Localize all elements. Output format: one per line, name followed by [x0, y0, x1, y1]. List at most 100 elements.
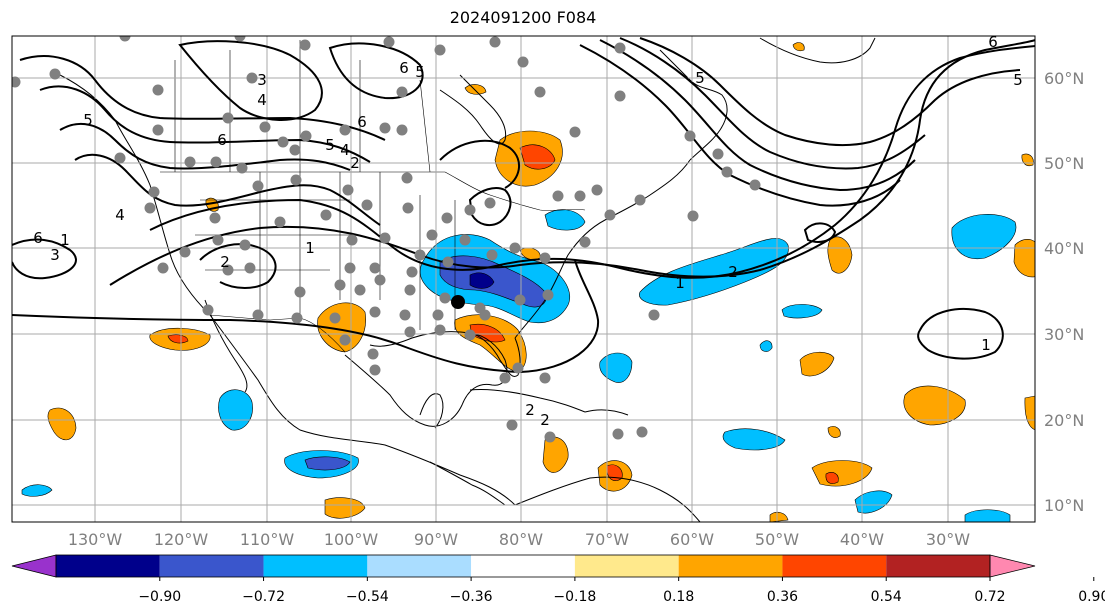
station-markers: [12, 36, 761, 443]
station-dot: [434, 324, 446, 336]
contour-1-south: [12, 259, 600, 374]
station-dot: [552, 190, 564, 202]
longitude-label: 90°W: [414, 530, 458, 549]
coast-baja: [204, 299, 248, 393]
contour-east-3: [619, 37, 926, 170]
station-dot: [512, 362, 524, 374]
shade-blue-tropics: [854, 490, 893, 514]
station-dot: [299, 39, 311, 51]
station-dot: [329, 312, 341, 324]
contour-2-west: [199, 243, 277, 289]
latitude-label: 20°N: [1044, 411, 1084, 430]
shade-orange-caribbean: [542, 436, 569, 473]
shaded-regions: [21, 42, 1035, 522]
station-dot: [614, 42, 626, 54]
shade-red-florida: [469, 323, 506, 343]
contour-label: 6: [399, 59, 409, 77]
station-dot: [334, 279, 346, 291]
contour-label: 3: [257, 71, 267, 89]
contour-label: 2: [350, 154, 360, 172]
shade-orange-tiny1: [792, 42, 805, 52]
station-dot: [464, 329, 476, 341]
station-dot: [212, 234, 224, 246]
station-dot: [119, 36, 131, 42]
station-dot: [414, 249, 426, 261]
shade-orange-se-corner: [1024, 395, 1035, 430]
coast-yucatan: [419, 393, 444, 429]
station-dot: [489, 36, 501, 48]
station-dot: [157, 262, 169, 274]
station-dot: [614, 90, 626, 102]
shade-royal-epac: [304, 456, 351, 471]
station-dot: [367, 348, 379, 360]
contour-low-closed: [439, 139, 520, 189]
shade-orange-atl1: [799, 351, 835, 377]
shade-orange-epac2: [324, 497, 366, 519]
coast-florida: [469, 332, 521, 377]
shade-orange-hawaii: [47, 407, 77, 441]
shade-orange-tiny5: [769, 511, 789, 522]
station-dot: [179, 246, 191, 258]
station-dot: [369, 364, 381, 376]
contour-label: 6: [217, 131, 227, 149]
station-dot: [339, 124, 351, 136]
contour-east-4: [639, 37, 1021, 147]
station-dot: [320, 209, 332, 221]
colorbar-segment: [471, 555, 575, 577]
map-frame: [11, 35, 1036, 523]
border-states-1: [195, 172, 456, 330]
colorbar-tick-label: −0.36: [450, 589, 493, 605]
contour-atl-closed-2: [803, 222, 837, 243]
station-dot: [369, 262, 381, 274]
contour-1-west: [12, 238, 77, 280]
shade-orange-top: [464, 84, 487, 95]
station-dot: [252, 309, 264, 321]
station-dot: [239, 239, 251, 251]
station-dot: [464, 204, 476, 216]
station-dot: [236, 162, 248, 174]
station-dot: [401, 172, 413, 184]
colorbar-segment: [678, 555, 783, 577]
longitude-label: 30°W: [926, 530, 970, 549]
longitude-label: 110°W: [240, 530, 295, 549]
contour-label: 4: [340, 141, 350, 159]
contour-label: 6: [33, 229, 43, 247]
station-dot: [210, 156, 222, 168]
station-dot: [648, 309, 660, 321]
longitude-label: 70°W: [585, 530, 629, 549]
shade-navy-se-us: [469, 272, 495, 289]
contour-north-loop-2: [328, 42, 424, 100]
station-dot: [534, 86, 546, 98]
station-dot: [184, 156, 196, 168]
station-dot: [441, 212, 453, 224]
shade-blue-great-lakes: [544, 209, 586, 231]
station-dot: [354, 284, 366, 296]
station-dot: [396, 86, 408, 98]
station-dot: [234, 36, 246, 42]
station-dot: [12, 76, 21, 88]
station-dot: [294, 286, 306, 298]
contour-label: 2: [540, 411, 550, 429]
station-dot: [277, 136, 289, 148]
station-dot: [342, 184, 354, 196]
station-dot: [222, 264, 234, 276]
longitude-label: 80°W: [499, 530, 543, 549]
station-dot: [439, 292, 451, 304]
station-dot: [721, 166, 733, 178]
contour-label: 6: [357, 113, 367, 131]
station-dot: [712, 148, 724, 160]
coast-cuba: [469, 389, 586, 413]
station-dot: [246, 72, 258, 84]
colorbar: [11, 554, 1095, 581]
station-dot: [442, 256, 454, 268]
border-canada-prov: [174, 40, 431, 173]
station-dot: [361, 199, 373, 211]
station-dot: [244, 262, 256, 274]
colorbar-segment: [574, 555, 679, 577]
shade-orange-atl3: [903, 385, 966, 426]
station-dot: [396, 124, 408, 136]
colorbar-segment: [56, 555, 160, 577]
contour-label: 1: [60, 231, 70, 249]
station-dot: [402, 202, 414, 214]
